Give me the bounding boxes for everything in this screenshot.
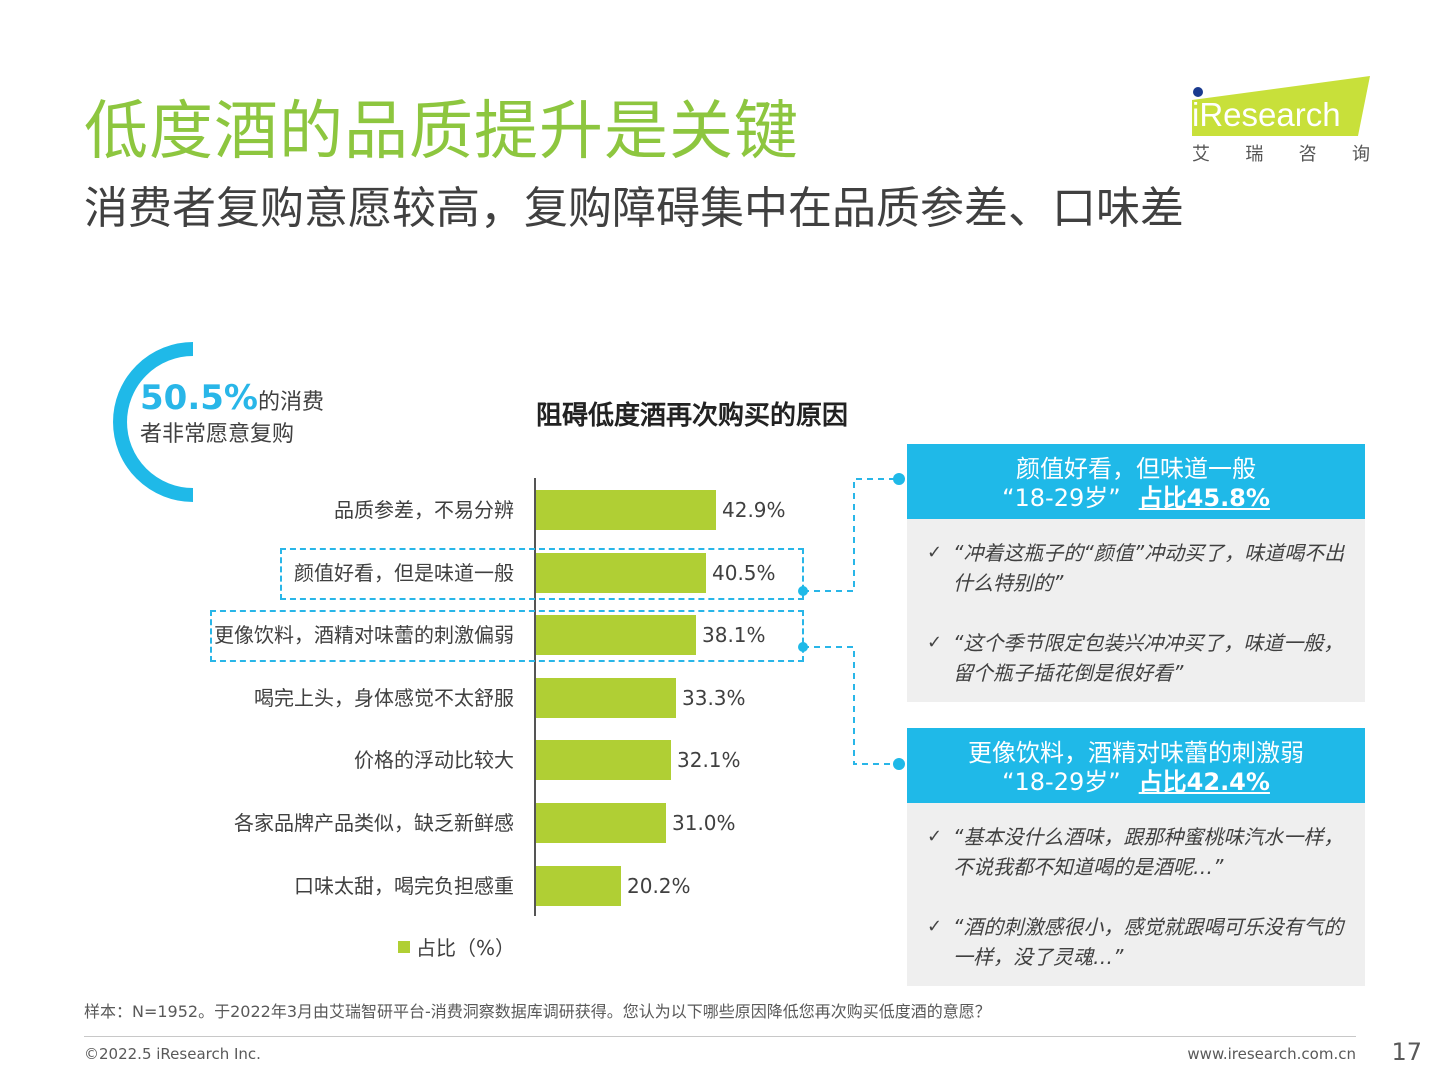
panel-share: 占比45.8%: [1138, 484, 1270, 512]
quote-text: “基本没什么酒味，跟那种蜜桃味汽水一样，不说我都不知道喝的是酒呢…”: [953, 825, 1344, 879]
quote-item: ✓ “酒的刺激感很小，感觉就跟喝可乐没有气的一样，没了灵魂…”: [927, 912, 1347, 972]
logo-char: 瑞: [1245, 144, 1264, 165]
logo-char: 询: [1351, 144, 1370, 165]
stat-text-line1: 的消费: [257, 390, 324, 415]
quote-text: “这个季节限定包装兴冲冲买了，味道一般，留个瓶子插花倒是很好看”: [953, 631, 1344, 685]
chart-title: 阻碍低度酒再次购买的原因: [536, 401, 849, 431]
logo-brand-text: iResearch: [1192, 96, 1341, 133]
panel-title: 更像饮料，酒精对味蕾的刺激弱: [968, 739, 1304, 767]
category-label: 品质参差，不易分辨: [334, 498, 514, 522]
panel-body-appearance: [907, 519, 1365, 702]
logo-char: 咨: [1298, 144, 1317, 165]
bar: [536, 803, 666, 843]
check-icon: ✓: [927, 826, 943, 847]
bar-value-label: 42.9%: [722, 498, 786, 522]
category-label: 更像饮料，酒精对味蕾的刺激偏弱: [214, 623, 514, 647]
bar-value-label: 32.1%: [677, 748, 741, 772]
legend-swatch: [398, 940, 410, 953]
quote-text: “酒的刺激感很小，感觉就跟喝可乐没有气的一样，没了灵魂…”: [953, 915, 1344, 969]
bar: [536, 866, 621, 906]
category-label: 价格的浮动比较大: [354, 748, 514, 772]
bar-value-label: 20.2%: [627, 874, 691, 898]
bar-value-label: 40.5%: [712, 561, 776, 585]
legend-label: 占比（%）: [416, 936, 516, 960]
panel-age: “18-29岁”: [1002, 768, 1121, 796]
logo-char: 艾: [1192, 144, 1210, 165]
stat-percent: 50.5%: [140, 378, 258, 418]
category-label: 喝完上头，身体感觉不太舒服: [254, 686, 514, 710]
bar-value-label: 33.3%: [682, 686, 746, 710]
chart-axis: [534, 478, 536, 916]
page-number: 17: [1391, 1038, 1422, 1066]
page-title: 低度酒的品质提升是关键: [84, 95, 799, 169]
category-label: 颜值好看，但是味道一般: [294, 561, 514, 585]
panel-body-drink-like: [907, 803, 1365, 986]
bar: [536, 490, 716, 530]
check-icon: ✓: [927, 632, 943, 653]
highlight-box-drink-like: [210, 610, 804, 662]
category-label: 口味太甜，喝完负担感重: [294, 874, 514, 898]
panel-share: 占比42.4%: [1138, 768, 1270, 796]
category-label: 各家品牌产品类似，缺乏新鲜感: [234, 811, 514, 835]
bar: [536, 615, 696, 655]
bar-value-label: 31.0%: [672, 811, 736, 835]
panel-age: “18-29岁”: [1002, 484, 1121, 512]
bar: [536, 553, 706, 593]
sample-note: 样本：N=1952。于2022年3月由艾瑞智研平台-消费洞察数据库调研获得。您认…: [84, 1002, 991, 1021]
quote-item: ✓ “这个季节限定包装兴冲冲买了，味道一般，留个瓶子插花倒是很好看”: [927, 628, 1347, 688]
bar: [536, 740, 671, 780]
check-icon: ✓: [927, 916, 943, 937]
stat-text-line2: 者非常愿意复购: [140, 422, 295, 447]
stat-ring-arc: [113, 342, 194, 502]
copyright: ©2022.5 iResearch Inc.: [84, 1045, 261, 1063]
quote-item: ✓ “基本没什么酒味，跟那种蜜桃味汽水一样，不说我都不知道喝的是酒呢…”: [927, 822, 1347, 882]
website-link[interactable]: www.iresearch.com.cn: [1187, 1045, 1356, 1063]
chart-legend: 占比（%）: [398, 932, 515, 961]
panel-title: 颜值好看，但味道一般: [1016, 455, 1256, 483]
panel-header-appearance: 颜值好看，但味道一般 “18-29岁” 占比45.8%: [907, 444, 1365, 519]
logo-chinese-name: 艾 瑞 咨 询: [1192, 140, 1370, 166]
check-icon: ✓: [927, 542, 943, 563]
quote-item: ✓ “冲着这瓶子的“颜值”冲动买了，味道喝不出什么特别的”: [927, 538, 1347, 598]
bar-value-label: 38.1%: [702, 623, 766, 647]
repurchase-stat: 50.5%的消费 者非常愿意复购: [140, 381, 340, 451]
page-subtitle: 消费者复购意愿较高，复购障碍集中在品质参差、口味差: [84, 183, 1184, 234]
footer-divider: [84, 1036, 1356, 1037]
bar: [536, 678, 676, 718]
iresearch-logo: iResearch: [1192, 76, 1370, 136]
quote-text: “冲着这瓶子的“颜值”冲动买了，味道喝不出什么特别的”: [953, 541, 1345, 595]
panel-header-drink-like: 更像饮料，酒精对味蕾的刺激弱 “18-29岁” 占比42.4%: [907, 728, 1365, 803]
